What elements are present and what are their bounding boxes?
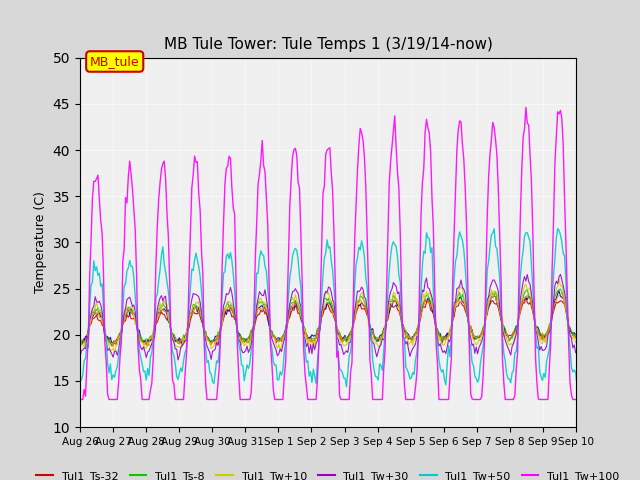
Legend: Tul1_Ts-32, Tul1_Ts-16, Tul1_Ts-8, Tul1_Ts0, Tul1_Tw+10, Tul1_Tw+30, Tul1_Tw+50,: Tul1_Ts-32, Tul1_Ts-16, Tul1_Ts-8, Tul1_…: [32, 467, 624, 480]
Text: MB_tule: MB_tule: [90, 55, 140, 68]
Title: MB Tule Tower: Tule Temps 1 (3/19/14-now): MB Tule Tower: Tule Temps 1 (3/19/14-now…: [164, 37, 492, 52]
Y-axis label: Temperature (C): Temperature (C): [34, 192, 47, 293]
